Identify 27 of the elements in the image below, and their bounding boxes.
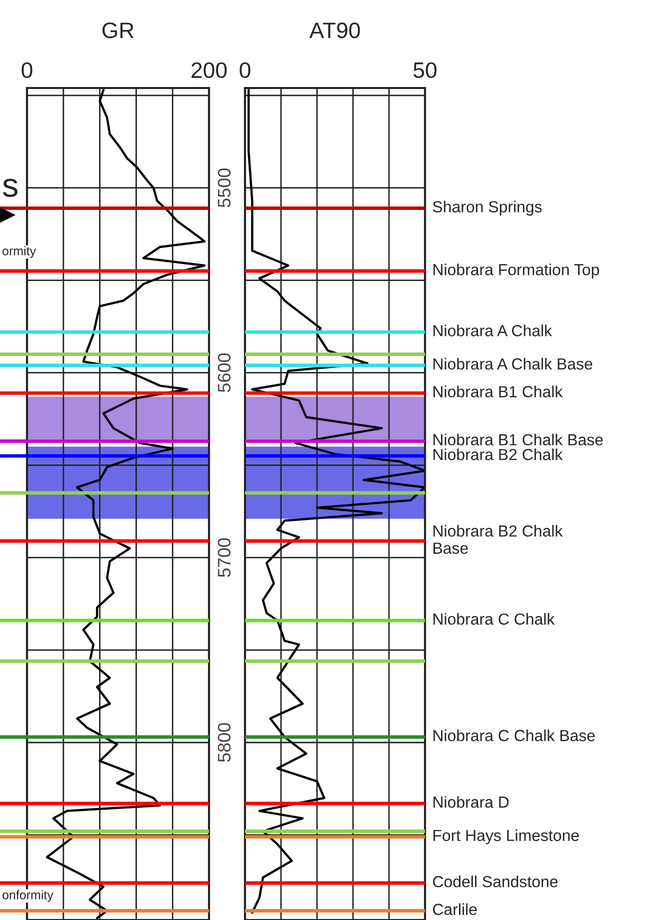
x-tick-label: 0	[22, 62, 32, 78]
ref-line-label: Fort Hays Limestone	[434, 829, 579, 844]
ref-line-label: Niobrara D	[434, 796, 509, 808]
ref-line-label: Codell Sandstone	[433, 876, 558, 888]
ref-line-label: Niobrara B2 Chalk Base	[434, 524, 563, 554]
text: s	[2, 178, 18, 197]
ref-line-label: Niobrara Formation Top	[434, 264, 600, 278]
annotation: ormity	[2, 246, 36, 258]
ref-line-label: Niobrara A Chalk Base	[434, 358, 592, 370]
ref-line-label: Niobrara C Chalk Base	[434, 730, 595, 742]
ref-line-label: Niobrara B1 Chalk	[434, 386, 563, 398]
y-tick-label: 5800	[218, 723, 231, 762]
x-tick-label: 0	[240, 62, 250, 78]
y-tick-label: 5600	[218, 353, 231, 392]
y-tick-label: 5700	[218, 538, 231, 577]
ref-line-label: Carlile	[433, 903, 477, 916]
annotation: onformity	[2, 890, 54, 902]
ref-line-label: Niobrara B2 Chalk	[434, 448, 563, 460]
ref-line-label: Sharon Springs	[432, 200, 542, 216]
ref-line-label: Niobrara A Chalk	[434, 324, 552, 336]
chart-title: GR	[102, 22, 134, 38]
ref-line-label: Niobrara B1 Chalk Base	[434, 434, 603, 446]
ref-line-label: Niobrara C Chalk	[434, 613, 555, 625]
x-tick-label: 200	[192, 62, 227, 78]
x-tick-label: 50	[414, 62, 436, 78]
y-tick-label: 5500	[218, 168, 231, 208]
chart-title: AT90	[309, 22, 360, 38]
